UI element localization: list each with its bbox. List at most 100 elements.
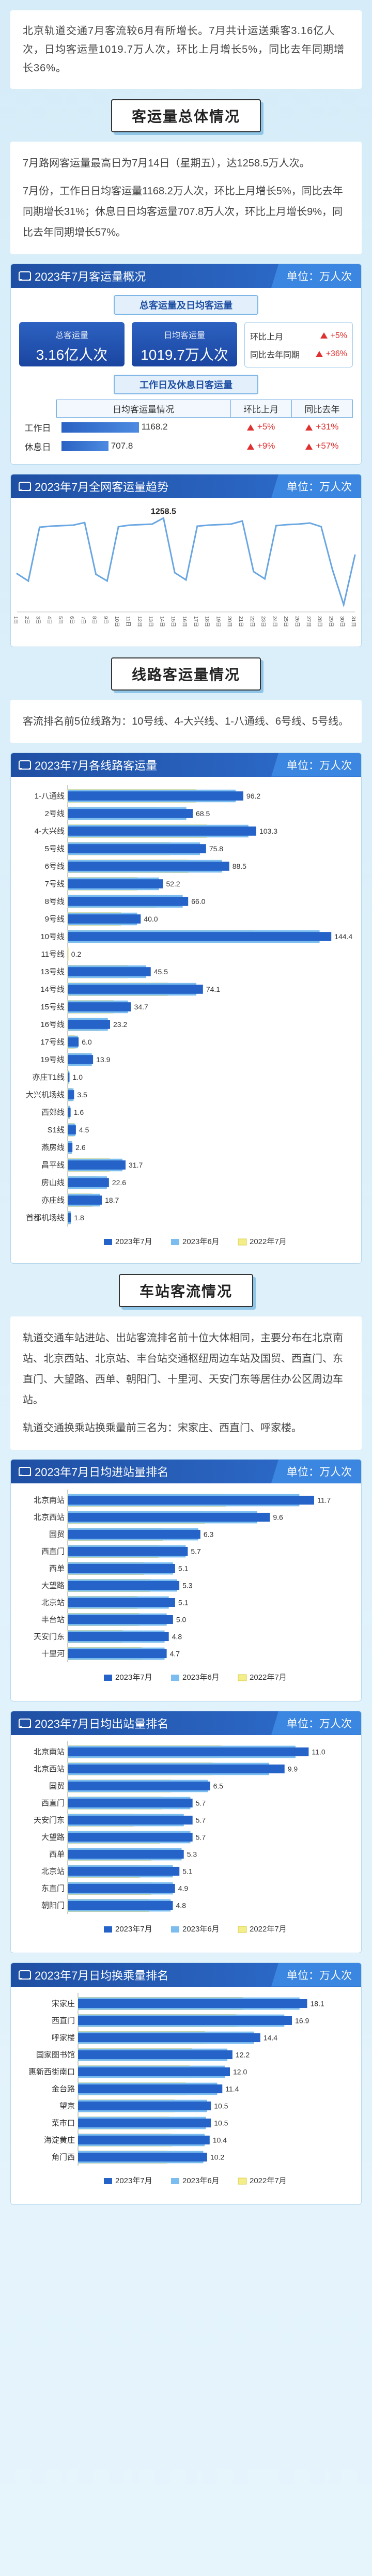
col-daily: 日均客运量情况	[56, 400, 231, 418]
category-label: 西单	[49, 1850, 65, 1859]
bar-0	[78, 2101, 211, 2110]
daily-volume-value: 1019.7万人次	[141, 347, 228, 363]
category-label: 天安门东	[34, 1632, 65, 1641]
value-label: 5.1	[182, 1867, 193, 1875]
entry-title: 2023年7月日均进站量排名	[35, 1465, 169, 1479]
entry-header: 2023年7月日均进站量排名 单位：万人次	[11, 1459, 361, 1483]
data-point	[219, 524, 221, 525]
value-label: 88.5	[233, 862, 246, 870]
x-tick-label: 5日	[57, 616, 63, 624]
train-icon	[18, 481, 31, 491]
bar-0	[68, 967, 151, 976]
value-label: 10.4	[213, 2136, 227, 2144]
value-label: 5.7	[191, 1547, 201, 1555]
x-tick-label: 20日	[226, 616, 232, 627]
x-tick-label: 12日	[136, 616, 142, 627]
trend-panel: 2023年7月全网客运量趋势 单位：万人次 1258.5 1日 2日 3日 4日 5日 6日…	[10, 473, 362, 647]
bar-0	[68, 984, 203, 994]
category-label: 首都机场线	[26, 1214, 65, 1222]
lines-title: 2023年7月各线路客运量	[35, 759, 158, 772]
category-label: 16号线	[40, 1020, 65, 1029]
bar-0	[68, 1160, 126, 1170]
trend-chart: 1258.5 1日 2日 3日 4日 5日 6日 7日 8日 9日 10日 11日 12日 13日 14日 1…	[12, 507, 356, 627]
data-point	[106, 580, 108, 581]
workday-bar	[61, 422, 139, 433]
entry-chart: 北京南站 11.7 北京西站 9.6 国贸 6.3 西直门 5.7 西单 5.1 大望路 5.3 北京站…	[34, 1489, 331, 1682]
value-label: 1.0	[73, 1073, 83, 1081]
overview-header: 2023年7月客运量概况 单位：万人次	[11, 264, 361, 288]
value-label: 144.4	[334, 932, 352, 941]
value-label: 23.2	[113, 1020, 127, 1029]
value-label: 75.8	[209, 845, 223, 853]
value-label: 5.3	[182, 1581, 193, 1589]
category-label: 8号线	[45, 897, 65, 906]
value-label: 74.1	[206, 985, 220, 993]
data-point	[343, 604, 345, 605]
category-label: 北京站	[41, 1867, 65, 1876]
bar-0	[78, 2118, 211, 2127]
col-mom: 环比上月	[230, 400, 292, 418]
bar-0	[68, 1747, 309, 1756]
category-label: 北京西站	[34, 1513, 65, 1522]
x-tick-label: 18日	[204, 616, 210, 627]
exit-panel: 2023年7月日均出站量排名 单位：万人次 北京南站 11.0 北京西站 9.9 国贸 6…	[10, 1710, 362, 1953]
category-label: 北京南站	[34, 1747, 65, 1756]
data-point	[241, 520, 243, 522]
category-label: 10号线	[40, 932, 65, 941]
bar-0	[68, 1072, 70, 1082]
legend-swatch	[238, 1674, 247, 1681]
transfer-header: 2023年7月日均换乘量排名 单位：万人次	[11, 1962, 361, 1987]
category-label: 国贸	[49, 1782, 65, 1790]
overview-title: 2023年7月客运量概况	[35, 270, 146, 283]
value-label: 5.1	[178, 1598, 189, 1606]
legend-swatch	[171, 1926, 179, 1933]
x-tick-label: 14日	[159, 616, 164, 627]
category-label: 十里河	[41, 1649, 65, 1658]
category-label: 6号线	[45, 862, 65, 871]
value-label: 4.5	[79, 1126, 89, 1134]
category-label: 宋家庄	[52, 1999, 75, 2008]
x-tick-label: 22日	[249, 616, 255, 627]
x-tick-label: 31日	[350, 616, 356, 627]
category-label: 西直门	[41, 1547, 65, 1556]
data-point	[320, 526, 322, 527]
value-label: 3.5	[77, 1091, 87, 1099]
section-title-overall: 客运量总体情况	[0, 99, 372, 132]
exit-unit: 单位：万人次	[271, 1711, 361, 1735]
bar-0	[68, 808, 193, 818]
value-label: 5.0	[176, 1615, 187, 1623]
lines-text: 客流排名前5位线路为：10号线、4-大兴线、1-八通线、6号线、5号线。	[23, 715, 349, 727]
value-label: 4.7	[170, 1649, 180, 1658]
data-point	[264, 578, 266, 579]
value-label: 9.6	[273, 1513, 283, 1521]
row-name: 休息日	[24, 442, 51, 452]
col-yoy: 同比去年	[291, 400, 353, 418]
arrow-up-icon	[305, 443, 313, 450]
data-point	[275, 525, 277, 526]
x-tick-label: 24日	[271, 616, 277, 627]
legend-label: 2022年7月	[250, 1925, 287, 1934]
exit-chart: 北京南站 11.0 北京西站 9.9 国贸 6.5 西直门 5.7 天安门东 5.7 大望路 5.7 西…	[34, 1741, 326, 1934]
data-point	[16, 573, 18, 574]
entry-panel: 2023年7月日均进站量排名 单位：万人次 北京南站 11.7 北京西站 9.6 国贸 6…	[10, 1459, 362, 1701]
category-label: 角门西	[52, 2153, 75, 2161]
bar-0	[68, 1649, 167, 1658]
bar-0	[68, 1019, 110, 1029]
data-point	[140, 524, 142, 525]
category-label: 14号线	[40, 985, 65, 994]
x-tick-label: 7日	[80, 616, 86, 624]
bar-0	[68, 826, 256, 836]
daily-volume-label: 日均客运量	[163, 331, 205, 340]
bar-0	[68, 1090, 74, 1099]
value-label: 12.0	[233, 2067, 247, 2076]
legend-label: 2023年7月	[115, 1673, 152, 1682]
value-label: 34.7	[134, 1003, 148, 1011]
category-label: 19号线	[40, 1055, 65, 1064]
bar-0	[68, 1798, 193, 1807]
bar-0	[68, 1832, 193, 1842]
value-label: 5.7	[196, 1816, 206, 1824]
bar-0	[68, 1002, 131, 1011]
category-label: 海淀黄庄	[44, 2135, 75, 2144]
intro-text: 北京轨道交通7月客流较6月有所增长。7月共计运送乘客3.16亿人次，日均客运量1…	[23, 25, 345, 74]
